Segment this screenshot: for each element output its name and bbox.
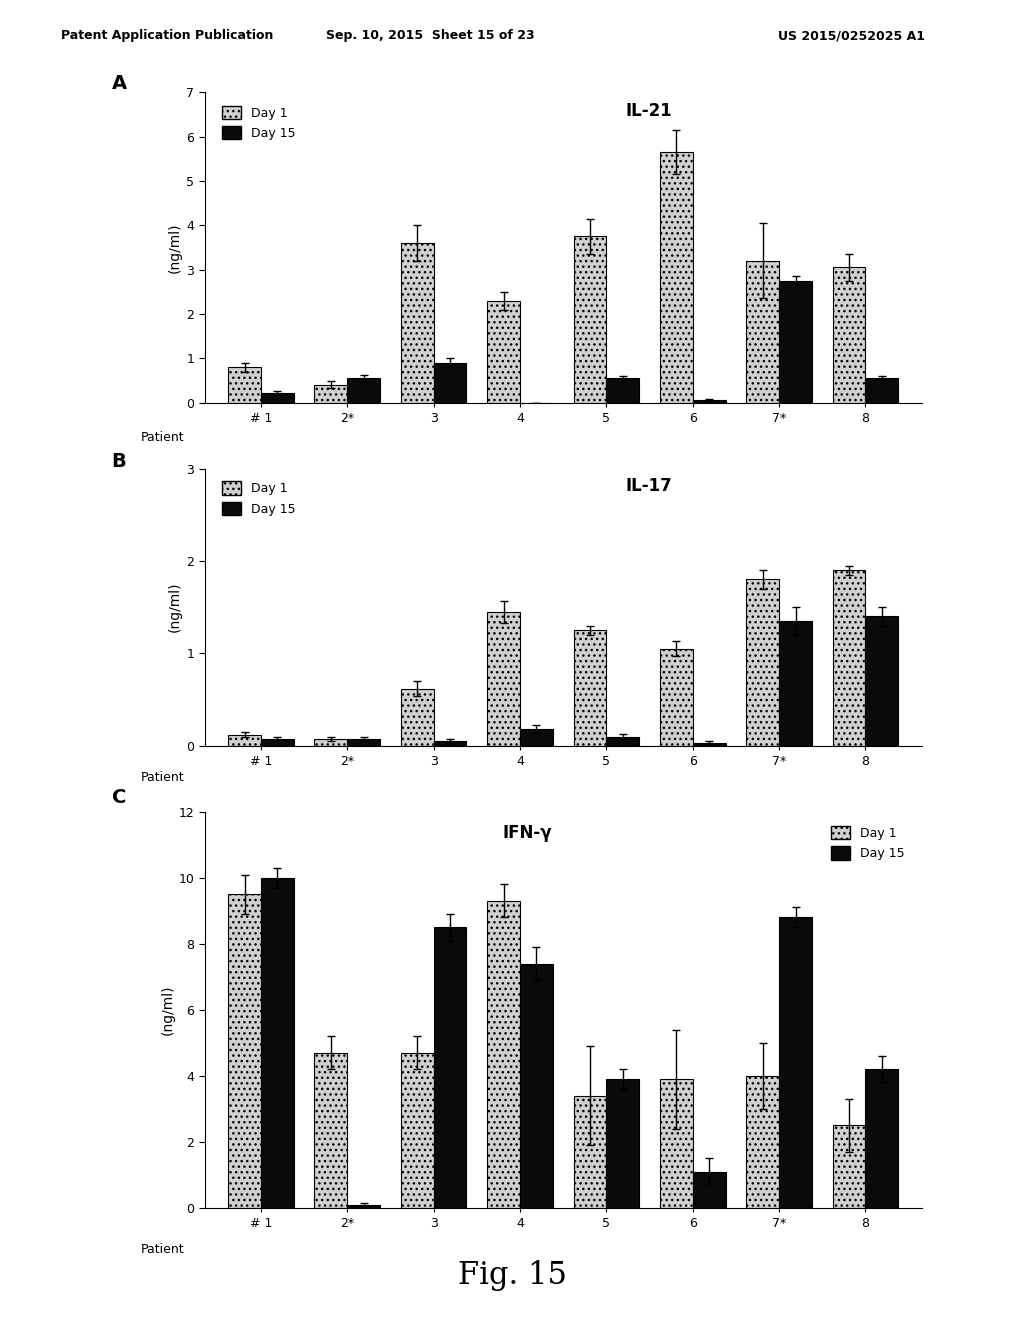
Text: Patient: Patient bbox=[140, 430, 184, 444]
Bar bbox=[228, 735, 261, 746]
Bar bbox=[833, 268, 865, 403]
Bar bbox=[347, 1204, 380, 1208]
Bar bbox=[659, 152, 693, 403]
Bar bbox=[693, 1172, 726, 1208]
Bar bbox=[400, 243, 433, 403]
Legend: Day 1, Day 15: Day 1, Day 15 bbox=[827, 822, 908, 863]
Text: Patent Application Publication: Patent Application Publication bbox=[61, 29, 273, 42]
Bar bbox=[606, 737, 639, 746]
Bar bbox=[865, 1069, 898, 1208]
Bar bbox=[659, 648, 693, 746]
Bar bbox=[228, 895, 261, 1208]
Text: IFN-γ: IFN-γ bbox=[503, 824, 552, 842]
Bar bbox=[573, 236, 606, 403]
Bar bbox=[261, 878, 294, 1208]
Bar bbox=[746, 579, 779, 746]
Bar bbox=[746, 1076, 779, 1208]
Bar bbox=[487, 301, 520, 403]
Text: US 2015/0252025 A1: US 2015/0252025 A1 bbox=[778, 29, 926, 42]
Text: IL-17: IL-17 bbox=[626, 477, 673, 495]
Bar bbox=[347, 379, 380, 403]
Bar bbox=[746, 261, 779, 403]
Bar bbox=[400, 1053, 433, 1208]
Bar bbox=[865, 616, 898, 746]
Bar bbox=[520, 729, 553, 746]
Bar bbox=[693, 400, 726, 403]
Bar bbox=[347, 739, 380, 746]
Bar bbox=[314, 1053, 347, 1208]
Bar bbox=[606, 379, 639, 403]
Text: B: B bbox=[112, 451, 126, 471]
Bar bbox=[573, 630, 606, 746]
Bar bbox=[833, 570, 865, 746]
Bar bbox=[487, 900, 520, 1208]
Text: Fig. 15: Fig. 15 bbox=[458, 1261, 566, 1291]
Text: IL-21: IL-21 bbox=[626, 102, 673, 120]
Text: Sep. 10, 2015  Sheet 15 of 23: Sep. 10, 2015 Sheet 15 of 23 bbox=[326, 29, 535, 42]
Bar bbox=[314, 385, 347, 403]
Legend: Day 1, Day 15: Day 1, Day 15 bbox=[218, 478, 299, 519]
Bar bbox=[261, 739, 294, 746]
Bar bbox=[228, 367, 261, 403]
Bar bbox=[433, 363, 467, 403]
Bar bbox=[833, 1125, 865, 1208]
Y-axis label: (ng/ml): (ng/ml) bbox=[161, 985, 174, 1035]
Bar bbox=[400, 689, 433, 746]
Bar bbox=[433, 927, 467, 1208]
Bar bbox=[779, 620, 812, 746]
Bar bbox=[261, 393, 294, 403]
Legend: Day 1, Day 15: Day 1, Day 15 bbox=[218, 102, 299, 144]
Text: Patient: Patient bbox=[140, 1243, 184, 1257]
Text: C: C bbox=[112, 788, 126, 807]
Bar bbox=[433, 741, 467, 746]
Bar bbox=[573, 1096, 606, 1208]
Y-axis label: (ng/ml): (ng/ml) bbox=[168, 582, 182, 632]
Bar bbox=[606, 1080, 639, 1208]
Bar bbox=[779, 917, 812, 1208]
Bar bbox=[693, 743, 726, 746]
Bar bbox=[779, 281, 812, 403]
Bar bbox=[487, 611, 520, 746]
Text: A: A bbox=[112, 74, 127, 92]
Y-axis label: (ng/ml): (ng/ml) bbox=[168, 222, 182, 273]
Bar bbox=[314, 739, 347, 746]
Text: Patient: Patient bbox=[140, 771, 184, 784]
Bar bbox=[659, 1080, 693, 1208]
Bar bbox=[520, 964, 553, 1208]
Bar bbox=[865, 379, 898, 403]
